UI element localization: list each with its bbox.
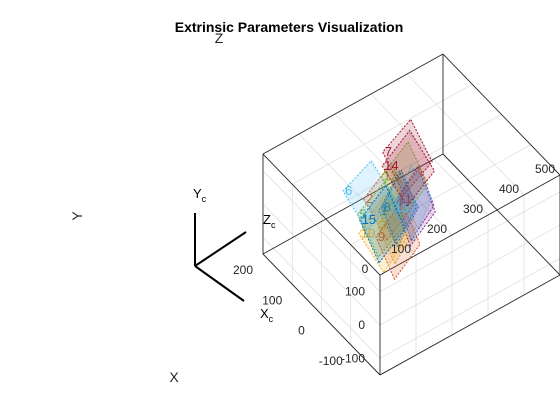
- cam-axis-z: [194, 231, 247, 267]
- plane-label-2: 2: [366, 191, 373, 206]
- axes-box: [262, 53, 560, 376]
- box-edge: [442, 153, 560, 276]
- grid-line: [406, 73, 525, 196]
- box-edge: [262, 253, 381, 376]
- z-tick-label: 500: [535, 162, 555, 176]
- camera-axis-label-y: Yc: [193, 186, 207, 204]
- z-axis-label: Z: [215, 30, 224, 46]
- plane-7: [382, 118, 433, 196]
- grid-line: [262, 237, 381, 359]
- tick-labels: -100 0 100 200 100 0 -100 0 100 200 300 400 500: [233, 162, 555, 368]
- box-edge: [379, 274, 560, 376]
- grid-line: [370, 93, 489, 216]
- camera-axis-label-x: Xc: [260, 306, 274, 324]
- y-tick-label: 0: [358, 318, 365, 332]
- x-tick-label: 200: [233, 263, 253, 277]
- y-axis-label: Y: [69, 211, 85, 221]
- y-tick-label: -100: [341, 351, 365, 365]
- grid-line: [379, 258, 560, 359]
- plane-3: [376, 186, 418, 265]
- plane-5: [356, 180, 407, 258]
- plane-15: [359, 184, 406, 264]
- plane-4: [393, 168, 436, 247]
- plane-label-1: 1: [381, 203, 388, 218]
- grid-line: [379, 224, 560, 326]
- plane-label-3: 3: [380, 218, 387, 233]
- grid-line: [262, 203, 381, 326]
- box-edge: [442, 53, 560, 176]
- y-tick-label: 100: [345, 285, 365, 299]
- camera-frame: Xc Yc Zc: [193, 186, 276, 324]
- chart-title: Extrinsic Parameters Visualization: [175, 19, 404, 35]
- box-edge: [262, 153, 444, 255]
- plane-label-5: 5: [359, 206, 366, 221]
- plane-10: [358, 194, 410, 274]
- plane-label-8: 8: [384, 200, 391, 215]
- plane-8: [381, 169, 418, 246]
- z-tick-label: 300: [463, 202, 483, 216]
- box-edge: [262, 153, 381, 276]
- grid-line: [262, 170, 381, 292]
- x-tick-label: 100: [262, 293, 282, 307]
- plane-label-4: 4: [396, 195, 403, 210]
- plane-label-14: 14: [384, 158, 398, 173]
- grid-line: [321, 114, 502, 215]
- x-tick-label: -100: [319, 354, 343, 368]
- box-edge: [262, 53, 444, 155]
- plane-label-9: 9: [378, 229, 385, 244]
- plane-label-7: 7: [385, 144, 392, 159]
- camera-axis-label-z: Zc: [263, 212, 276, 230]
- plane-6: [342, 159, 397, 232]
- box-edge: [379, 174, 560, 276]
- z-tick-label: 0: [362, 262, 369, 276]
- plane-label-11: 11: [398, 191, 412, 206]
- plane-14: [381, 129, 436, 208]
- plane-label-13: 13: [395, 200, 409, 215]
- plane-label-6: 6: [345, 183, 352, 198]
- x-tick-label: 0: [298, 324, 305, 338]
- z-tick-label: 200: [427, 222, 447, 236]
- plane-9: [375, 200, 421, 281]
- grid-line: [298, 133, 417, 256]
- grid-line: [350, 144, 531, 246]
- cam-axis-x: [194, 265, 245, 302]
- x-axis-label: X: [169, 369, 179, 385]
- z-tick-label: 400: [499, 182, 519, 196]
- plane-label-15: 15: [362, 212, 376, 227]
- plane-label-12: 12: [383, 168, 397, 183]
- z-tick-label: 100: [391, 242, 411, 256]
- grid-line: [379, 191, 560, 292]
- grid-lines: [262, 73, 560, 359]
- grid-line: [292, 83, 473, 185]
